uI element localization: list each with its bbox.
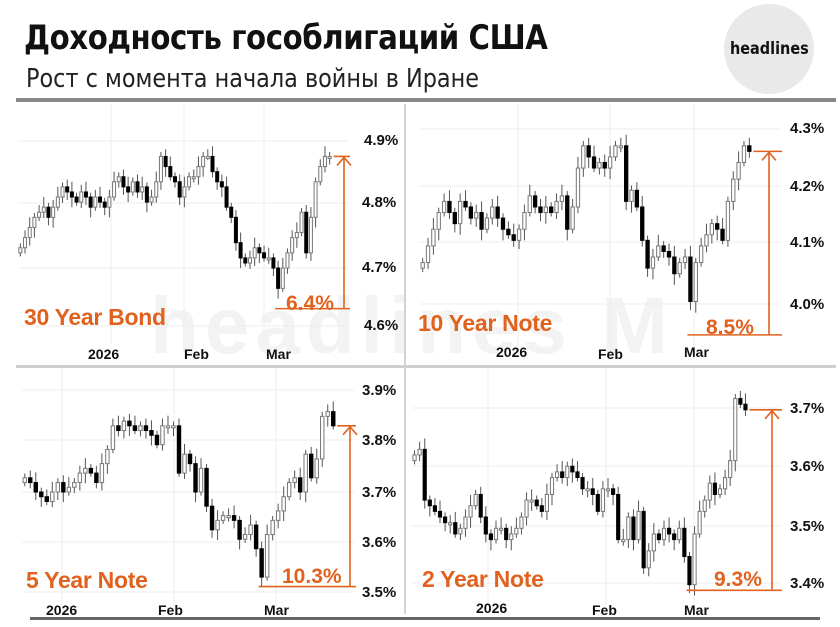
chart-title: 30 Year Bond — [24, 304, 166, 330]
chart-10-year-note: 10 Year Note 8.5% 4.3% 4.2% 4.1% 4.0% 20… — [414, 104, 840, 366]
y-tick: 3.7% — [362, 484, 397, 501]
x-tick: 2026 — [496, 344, 528, 360]
chart-30-year-bond: 30 Year Bond 6.4% 4.9% 4.8% 4.7% 4.6% 20… — [14, 104, 404, 366]
y-tick: 4.7% — [362, 259, 397, 276]
y-tick: 3.7% — [790, 400, 825, 417]
horizontal-divider — [16, 365, 836, 368]
headlines-logo: headlines — [724, 4, 814, 94]
y-tick: 4.0% — [790, 296, 825, 313]
chart-2-year-note: 2 Year Note 9.3% 3.7% 3.6% 3.5% 3.4% 202… — [410, 368, 840, 618]
x-tick: 2026 — [88, 346, 120, 362]
page-subtitle: Рост с момента начала войны в Иране — [26, 64, 480, 94]
change-label: 9.3% — [714, 568, 762, 591]
header-divider — [16, 98, 836, 102]
candlestick-plot — [22, 368, 358, 606]
y-tick: 3.4% — [790, 575, 825, 592]
change-label: 8.5% — [706, 316, 754, 339]
y-tick: 3.9% — [362, 382, 397, 399]
vertical-divider — [404, 104, 406, 614]
chart-5-year-note: 5 Year Note 10.3% 3.9% 3.8% 3.7% 3.6% 3.… — [14, 368, 404, 618]
x-tick: Mar — [264, 602, 289, 618]
page-title: Доходность гособлигаций США — [24, 18, 548, 58]
y-tick: 4.8% — [362, 194, 397, 211]
candlestick-plot — [18, 104, 352, 344]
chart-title: 10 Year Note — [418, 310, 553, 336]
logo-text: headlines — [729, 39, 809, 59]
y-tick: 3.6% — [362, 534, 397, 551]
y-tick: 3.5% — [790, 518, 825, 535]
x-tick: Mar — [266, 346, 291, 362]
x-tick: 2026 — [476, 600, 508, 616]
x-tick: Feb — [598, 346, 623, 362]
y-tick: 4.3% — [790, 120, 825, 137]
x-tick: Feb — [184, 346, 209, 362]
y-tick: 3.8% — [362, 432, 397, 449]
candlestick-plot — [420, 104, 782, 356]
change-label: 10.3% — [282, 565, 342, 588]
y-tick: 4.6% — [364, 317, 399, 334]
y-tick: 4.1% — [790, 234, 825, 251]
candlestick-plot — [412, 368, 782, 606]
x-tick: Feb — [592, 602, 617, 618]
y-tick: 4.9% — [364, 132, 399, 149]
change-label: 6.4% — [286, 292, 334, 315]
y-tick: 3.6% — [790, 458, 825, 475]
x-tick: Mar — [684, 344, 709, 360]
y-tick: 3.5% — [362, 584, 397, 601]
chart-title: 5 Year Note — [26, 567, 148, 593]
x-tick: Feb — [158, 602, 183, 618]
x-tick: Mar — [684, 602, 709, 618]
chart-title: 2 Year Note — [422, 566, 544, 592]
y-tick: 4.2% — [790, 178, 825, 195]
footer-divider — [30, 617, 820, 620]
x-tick: 2026 — [46, 602, 78, 618]
